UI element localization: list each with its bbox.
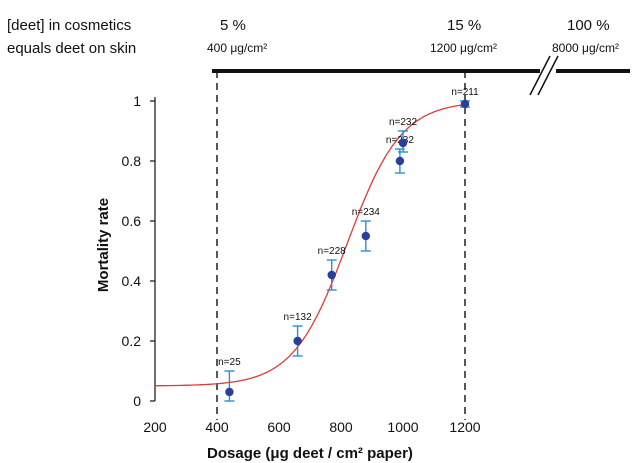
y-axis-title: Mortality rate [95,198,112,292]
marker-5pct-dose: 400 μg/cm² [207,41,267,55]
x-tick-label: 400 [205,419,229,435]
data-point [395,156,405,166]
y-tick-label: 0.4 [122,273,142,289]
scale-break-mark-2 [537,55,559,96]
y-tick-label: 1 [133,93,141,109]
x-tick-label: 600 [267,419,291,435]
x-tick-label: 1000 [387,419,418,435]
data-point [293,336,302,346]
y-tick-label: 0.8 [122,153,142,169]
data-point [327,270,336,280]
scale-break-mark-1 [529,55,551,96]
y-tick-label: 0.2 [122,333,142,349]
sample-size-label: n=228 [318,246,347,257]
sample-size-label: n=232 [389,117,418,128]
top-left-line2: equals deet on skin [7,40,136,57]
data-point [398,138,408,148]
top-left-line1: [deet] in cosmetics [7,17,131,34]
sample-size-label: n=211 [451,87,479,98]
data-point [361,231,370,241]
y-tick-label: 0.6 [122,213,142,229]
marker-15pct-label: 15 % [447,17,481,34]
sample-size-label: n=25 [218,357,241,368]
x-tick-label: 1200 [449,419,480,435]
marker-5pct-label: 5 % [220,17,246,34]
data-point [460,99,470,109]
data-point [225,387,234,397]
sample-size-label: n=234 [352,207,381,218]
y-tick-label: 0 [133,393,141,409]
marker-100pct-label: 100 % [567,17,610,34]
marker-100pct-dose: 8000 μg/cm² [552,41,619,55]
fitted-curve [155,103,466,387]
x-tick-label: 200 [143,419,167,435]
x-tick-label: 800 [329,419,353,435]
sample-size-label: n=132 [284,312,313,323]
marker-15pct-dose: 1200 μg/cm² [430,41,497,55]
x-axis-title: Dosage (μg deet / cm² paper) [207,445,413,462]
